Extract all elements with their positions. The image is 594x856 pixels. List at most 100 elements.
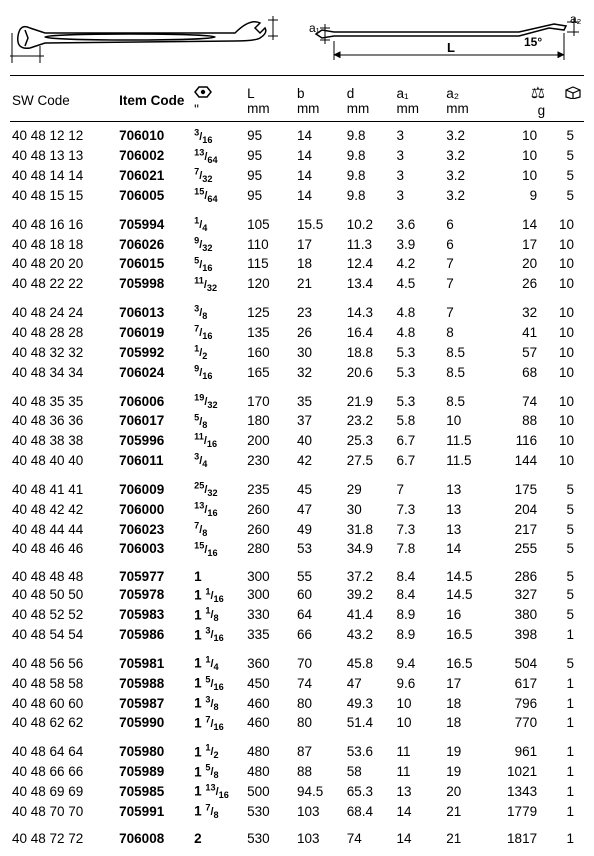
table-row: 40 48 12 127060103/1695149.833.2105 — [10, 126, 584, 146]
cell-sw: 40 48 16 16 — [10, 205, 117, 234]
cell-g: 57 — [494, 342, 547, 362]
diagram-area: a₁ a₂ 15° L — [10, 8, 584, 71]
cell-a2: 6 — [444, 234, 494, 254]
label-a2: a₂ — [570, 12, 582, 26]
wrench-diagram-left — [10, 8, 280, 71]
cell-g: 32 — [494, 294, 547, 323]
cell-item: 705994 — [117, 205, 192, 234]
cell-sw: 40 48 72 72 — [10, 821, 117, 847]
cell-inch: 13/16 — [192, 499, 245, 519]
cell-a2: 17 — [444, 673, 494, 693]
cell-item: 705981 — [117, 644, 192, 673]
cell-inch: 5/16 — [192, 254, 245, 274]
cell-d: 18.8 — [345, 342, 395, 362]
cell-L: 95 — [245, 126, 295, 146]
cell-g: 204 — [494, 499, 547, 519]
cell-sw: 40 48 48 48 — [10, 559, 117, 585]
cell-item: 705989 — [117, 762, 192, 782]
table-row: 40 48 40 407060113/42304227.56.711.51441… — [10, 451, 584, 471]
cell-b: 14 — [295, 126, 345, 146]
cell-item: 706021 — [117, 166, 192, 186]
cell-item: 706005 — [117, 186, 192, 206]
cell-L: 280 — [245, 539, 295, 559]
cell-sw: 40 48 56 56 — [10, 644, 117, 673]
cell-inch: 7/8 — [192, 519, 245, 539]
cell-L: 200 — [245, 431, 295, 451]
table-row: 40 48 69 697059851 13/1650094.565.313201… — [10, 781, 584, 801]
cell-b: 18 — [295, 254, 345, 274]
cell-pkg: 5 — [547, 126, 584, 146]
cell-inch: 1 7/16 — [192, 713, 245, 733]
cell-pkg: 1 — [547, 673, 584, 693]
table-row: 40 48 48 4870597713005537.28.414.52865 — [10, 559, 584, 585]
cell-L: 335 — [245, 625, 295, 645]
cell-g: 1343 — [494, 781, 547, 801]
cell-b: 55 — [295, 559, 345, 585]
cell-b: 70 — [295, 644, 345, 673]
cell-a2: 6 — [444, 205, 494, 234]
cell-item: 705985 — [117, 781, 192, 801]
cell-a1: 6.7 — [395, 451, 445, 471]
cell-a1: 5.3 — [395, 342, 445, 362]
cell-a1: 7.3 — [395, 519, 445, 539]
cell-d: 68.4 — [345, 801, 395, 821]
cell-g: 116 — [494, 431, 547, 451]
cell-L: 105 — [245, 205, 295, 234]
cell-pkg: 10 — [547, 254, 584, 274]
table-row: 40 48 28 287060197/161352616.44.884110 — [10, 323, 584, 343]
cell-sw: 40 48 46 46 — [10, 539, 117, 559]
cell-pkg: 10 — [547, 323, 584, 343]
cell-a1: 4.2 — [395, 254, 445, 274]
cell-d: 43.2 — [345, 625, 395, 645]
header-pkg — [547, 82, 584, 121]
cell-L: 260 — [245, 499, 295, 519]
cell-b: 53 — [295, 539, 345, 559]
cell-inch: 1/4 — [192, 205, 245, 234]
cell-L: 115 — [245, 254, 295, 274]
cell-L: 125 — [245, 294, 295, 323]
cell-inch: 9/16 — [192, 362, 245, 382]
cell-sw: 40 48 69 69 — [10, 781, 117, 801]
cell-d: 53.6 — [345, 733, 395, 762]
cell-g: 504 — [494, 644, 547, 673]
cell-pkg: 1 — [547, 713, 584, 733]
cell-L: 360 — [245, 644, 295, 673]
cell-a1: 8.9 — [395, 625, 445, 645]
cell-b: 14 — [295, 146, 345, 166]
cell-sw: 40 48 42 42 — [10, 499, 117, 519]
cell-g: 26 — [494, 274, 547, 294]
table-row: 40 48 64 647059801 1/24808753.611199611 — [10, 733, 584, 762]
cell-sw: 40 48 20 20 — [10, 254, 117, 274]
cell-d: 29 — [345, 471, 395, 500]
cell-pkg: 1 — [547, 625, 584, 645]
cell-pkg: 5 — [547, 519, 584, 539]
cell-pkg: 5 — [547, 585, 584, 605]
cell-sw: 40 48 64 64 — [10, 733, 117, 762]
cell-a1: 4.8 — [395, 294, 445, 323]
table-row: 40 48 14 147060217/3295149.833.2105 — [10, 166, 584, 186]
cell-pkg: 10 — [547, 362, 584, 382]
cell-b: 32 — [295, 362, 345, 382]
cell-a1: 3.9 — [395, 234, 445, 254]
cell-a1: 7.8 — [395, 539, 445, 559]
cell-sw: 40 48 14 14 — [10, 166, 117, 186]
cell-inch: 1 3/16 — [192, 625, 245, 645]
header-rule-top — [10, 75, 584, 76]
cell-a2: 13 — [444, 499, 494, 519]
cell-L: 110 — [245, 234, 295, 254]
cell-item: 706024 — [117, 362, 192, 382]
cell-a1: 3 — [395, 146, 445, 166]
cell-sw: 40 48 36 36 — [10, 411, 117, 431]
cell-b: 37 — [295, 411, 345, 431]
cell-a2: 18 — [444, 713, 494, 733]
cell-a2: 11.5 — [444, 451, 494, 471]
table-header: SW Code Item Code " Lmm bmm dmm a₁mm a₂m… — [10, 82, 584, 121]
cell-a1: 5.3 — [395, 382, 445, 411]
cell-a2: 21 — [444, 801, 494, 821]
cell-a1: 7.3 — [395, 499, 445, 519]
cell-b: 103 — [295, 801, 345, 821]
cell-b: 21 — [295, 274, 345, 294]
cell-g: 144 — [494, 451, 547, 471]
header-a2: a₂mm — [444, 82, 494, 121]
cell-d: 45.8 — [345, 644, 395, 673]
